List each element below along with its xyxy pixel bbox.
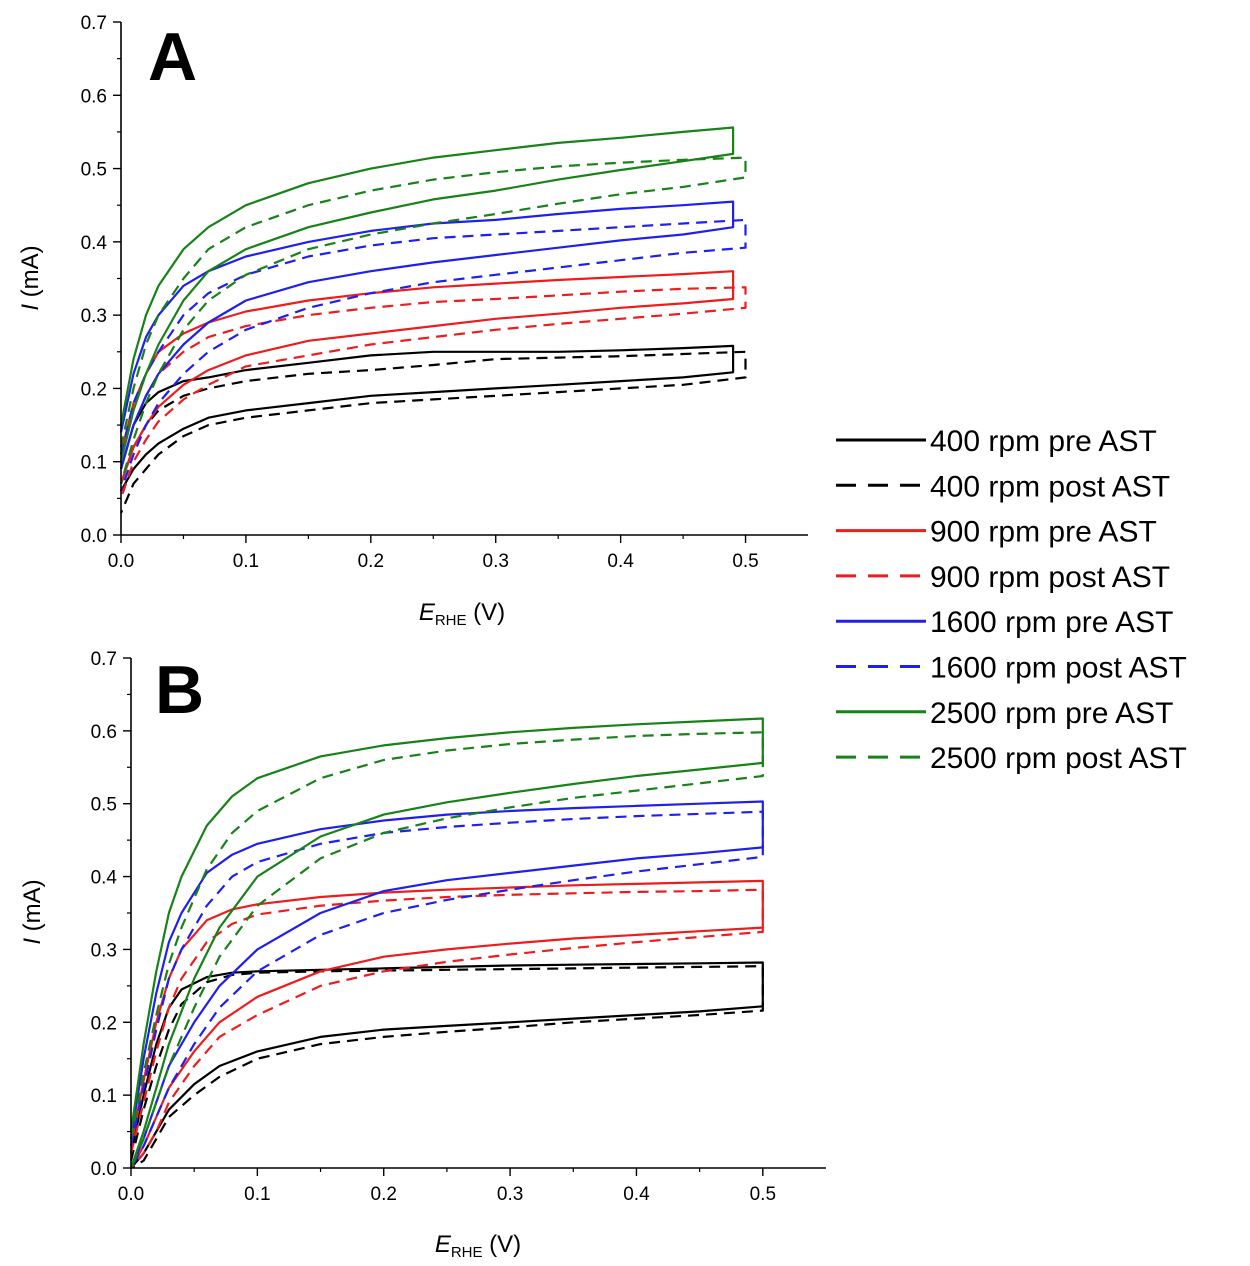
series-1600-rpm-post-ast	[119, 218, 747, 492]
y-label-main: I	[19, 938, 46, 945]
panel-letter-b: B	[155, 652, 204, 728]
y-tick-label: 0.3	[81, 306, 107, 327]
series-400-rpm-post-ast	[129, 965, 764, 1169]
x-tick-label: 0.1	[244, 1184, 270, 1205]
x-label-main: E	[419, 599, 436, 626]
y-label-main: I	[17, 304, 44, 311]
series-400-rpm-post-ast	[119, 350, 747, 514]
x-label-space	[467, 599, 474, 626]
legend-item: 2500 rpm pre AST	[836, 697, 1173, 730]
x-tick-label: 0.2	[371, 1184, 397, 1205]
legend-label: 1600 rpm post AST	[930, 652, 1187, 685]
x-tick-label: 0.4	[623, 1184, 650, 1205]
x-label-sub: RHE	[435, 612, 467, 629]
panel-a-series	[119, 126, 747, 514]
x-label-unit: (V)	[473, 599, 505, 626]
y-label-space	[17, 297, 44, 304]
y-tick-label: 0.1	[91, 1086, 117, 1107]
series-900-rpm-post-ast	[129, 888, 764, 1169]
legend-item: 900 rpm pre AST	[836, 516, 1157, 549]
series-1600-rpm-pre-ast	[129, 800, 764, 1169]
panel-b-ticks: 0.0 0.1 0.2 0.3 0.4 0.5 0.0 0.1 0.2 0.3 0.4 0.5 0.6 0…	[91, 649, 776, 1205]
y-tick-label: 0.3	[91, 940, 117, 961]
y-tick-label: 0.1	[81, 453, 107, 474]
panel-b-y-axis-label: I (mA)	[19, 879, 46, 944]
legend-item: 400 rpm post AST	[836, 470, 1170, 503]
panel-a-x-axis-label: ERHE (V)	[419, 599, 505, 629]
y-label-unit: (mA)	[17, 245, 44, 297]
x-label-unit: (V)	[489, 1231, 521, 1258]
legend-label: 2500 rpm pre AST	[930, 697, 1173, 730]
x-tick-label: 0.3	[483, 551, 509, 572]
panel-b-series	[129, 717, 764, 1169]
series-400-rpm-pre-ast	[119, 344, 735, 492]
legend-label: 900 rpm pre AST	[930, 516, 1157, 549]
y-tick-label: 0.6	[81, 86, 107, 107]
legend-item: 900 rpm post AST	[836, 561, 1170, 594]
legend-label: 2500 rpm post AST	[930, 742, 1187, 775]
x-label-main: E	[435, 1231, 452, 1258]
x-tick-label: 0.3	[497, 1184, 523, 1205]
series-1600-rpm-post-ast	[129, 810, 764, 1169]
panel-b-x-axis-label: ERHE (V)	[435, 1231, 521, 1261]
x-tick-label: 0.2	[358, 551, 384, 572]
x-tick-label: 0.0	[118, 1184, 144, 1205]
panel-a-ticks: 0.0 0.1 0.2 0.3 0.4 0.5 0.0 0.1 0.2 0.3 0.4 0.5 0.6 0…	[81, 13, 759, 572]
y-tick-label: 0.5	[91, 795, 117, 816]
x-tick-label: 0.0	[108, 551, 134, 572]
panel-a: A 0.0 0.1 0.2 0.3 0.4 0.50.00.10.20.30.40.50.…	[17, 13, 808, 629]
series-1600-rpm-pre-ast	[119, 200, 735, 470]
y-tick-label: 0.0	[91, 1159, 117, 1180]
series-2500-rpm-pre-ast	[119, 126, 735, 462]
legend-item: 1600 rpm post AST	[836, 652, 1187, 685]
series-2500-rpm-post-ast	[129, 731, 764, 1169]
legend-label: 1600 rpm pre AST	[930, 606, 1173, 639]
x-tick-label: 0.5	[732, 551, 758, 572]
legend-label: 900 rpm post AST	[930, 561, 1170, 594]
y-tick-label: 0.0	[81, 526, 107, 547]
y-label-unit: (mA)	[19, 879, 46, 931]
series-900-rpm-pre-ast	[119, 270, 735, 485]
legend-label: 400 rpm post AST	[930, 470, 1170, 503]
panel-a-axes	[120, 22, 808, 536]
y-tick-label: 0.4	[91, 868, 118, 889]
x-tick-label: 0.1	[233, 551, 259, 572]
y-tick-label: 0.5	[81, 160, 107, 181]
panel-b: B 0.0 0.1 0.2 0.3 0.4 0.50.00.10.20.30.40.50.…	[19, 649, 826, 1261]
series-2500-rpm-pre-ast	[129, 717, 764, 1169]
legend-item: 400 rpm pre AST	[836, 425, 1157, 458]
x-tick-label: 0.5	[750, 1184, 776, 1205]
panel-a-y-axis-label: I (mA)	[17, 245, 44, 310]
series-400-rpm-pre-ast	[129, 961, 764, 1169]
series-2500-rpm-post-ast	[119, 156, 747, 485]
x-tick-label: 0.4	[607, 551, 634, 572]
legend: 400 rpm pre AST 400 rpm post AST 900 rpm p…	[836, 425, 1187, 775]
x-label-sub: RHE	[451, 1244, 483, 1261]
y-tick-label: 0.4	[81, 233, 108, 254]
panel-b-axes	[130, 658, 826, 1169]
y-tick-label: 0.7	[91, 649, 117, 670]
legend-item: 1600 rpm pre AST	[836, 606, 1173, 639]
y-tick-label: 0.2	[81, 379, 107, 400]
legend-item: 2500 rpm post AST	[836, 742, 1187, 775]
x-label-space	[483, 1231, 490, 1258]
y-tick-label: 0.6	[91, 722, 117, 743]
series-900-rpm-pre-ast	[129, 879, 764, 1169]
panel-letter-a: A	[148, 19, 197, 95]
y-tick-label: 0.2	[91, 1013, 117, 1034]
y-label-space	[19, 931, 46, 938]
y-tick-label: 0.7	[81, 13, 107, 34]
legend-label: 400 rpm pre AST	[930, 425, 1157, 458]
